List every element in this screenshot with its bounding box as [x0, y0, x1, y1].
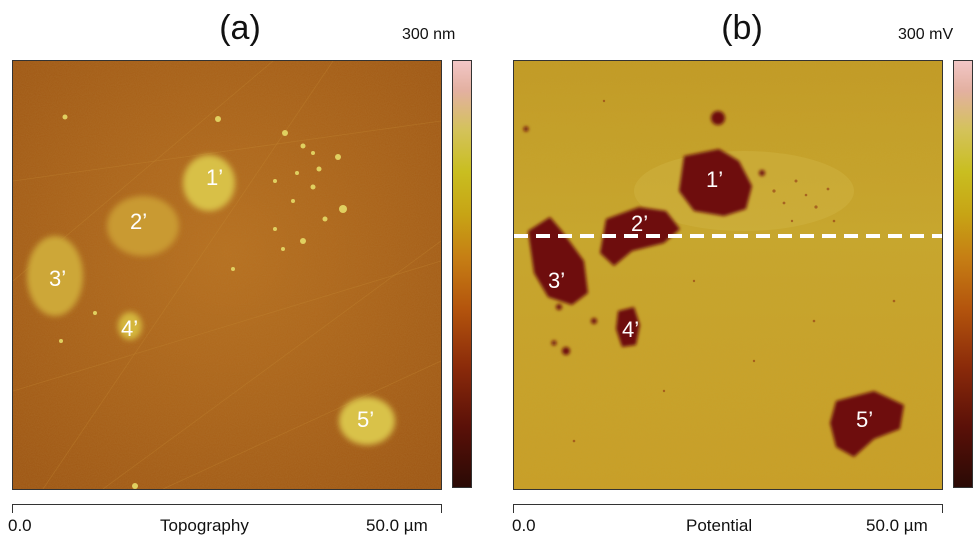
topography-image: 1’ 2’ 3’ 4’ 5’: [12, 60, 442, 490]
potential-marker-1: 1’: [706, 167, 723, 192]
potential-feature-4: [616, 307, 640, 347]
potential-features: [523, 111, 904, 457]
topo-marker-3: 3’: [49, 266, 66, 291]
panel-b-colorbar: [953, 60, 973, 488]
topo-feature-1: [183, 155, 235, 211]
topo-marker-1: 1’: [206, 165, 223, 190]
potential-map: 1’ 2’ 3’ 4’ 5’: [514, 61, 942, 489]
topo-marker-5: 5’: [357, 407, 374, 432]
panel-a-colorbar: [452, 60, 472, 488]
topo-marker-2: 2’: [130, 209, 147, 234]
potential-feature-2: [600, 207, 680, 266]
topo-feature-5: [339, 397, 395, 445]
panel-a-scale-max: 300 nm: [402, 26, 456, 43]
topo-features: [27, 155, 395, 445]
potential-specks: [572, 99, 896, 443]
potential-marker-5: 5’: [856, 407, 873, 432]
topo-marker-4: 4’: [121, 316, 138, 341]
panel-a-label: (a): [219, 9, 261, 47]
panel-b-axis: [513, 504, 943, 513]
panel-b-scale-max: 300 mV: [898, 26, 954, 43]
panel-a-axis: [12, 504, 442, 513]
panel-a-axis-start: 0.0: [8, 516, 32, 535]
panel-a-axis-title: Topography: [160, 516, 249, 535]
potential-feature-3: [528, 217, 588, 305]
topo-feature-3: [27, 236, 83, 316]
panel-b-label: (b): [721, 9, 763, 47]
topo-feature-4: [118, 312, 142, 340]
panel-b-axis-title: Potential: [686, 516, 753, 535]
panel-a-axis-end: 50.0 µm: [366, 516, 428, 535]
panel-b-axis-start: 0.0: [512, 516, 536, 535]
potential-feature-1: [679, 149, 752, 216]
panel-b-axis-end: 50.0 µm: [866, 516, 928, 535]
topo-dots: [59, 114, 347, 489]
potential-marker-3: 3’: [548, 268, 565, 293]
topography-map: 1’ 2’ 3’ 4’ 5’: [13, 61, 441, 489]
potential-marker-2: 2’: [631, 211, 648, 236]
potential-feature-5: [830, 391, 904, 457]
potential-marker-4: 4’: [622, 317, 639, 342]
potential-image: 1’ 2’ 3’ 4’ 5’: [513, 60, 943, 490]
topo-feature-2: [107, 196, 179, 256]
